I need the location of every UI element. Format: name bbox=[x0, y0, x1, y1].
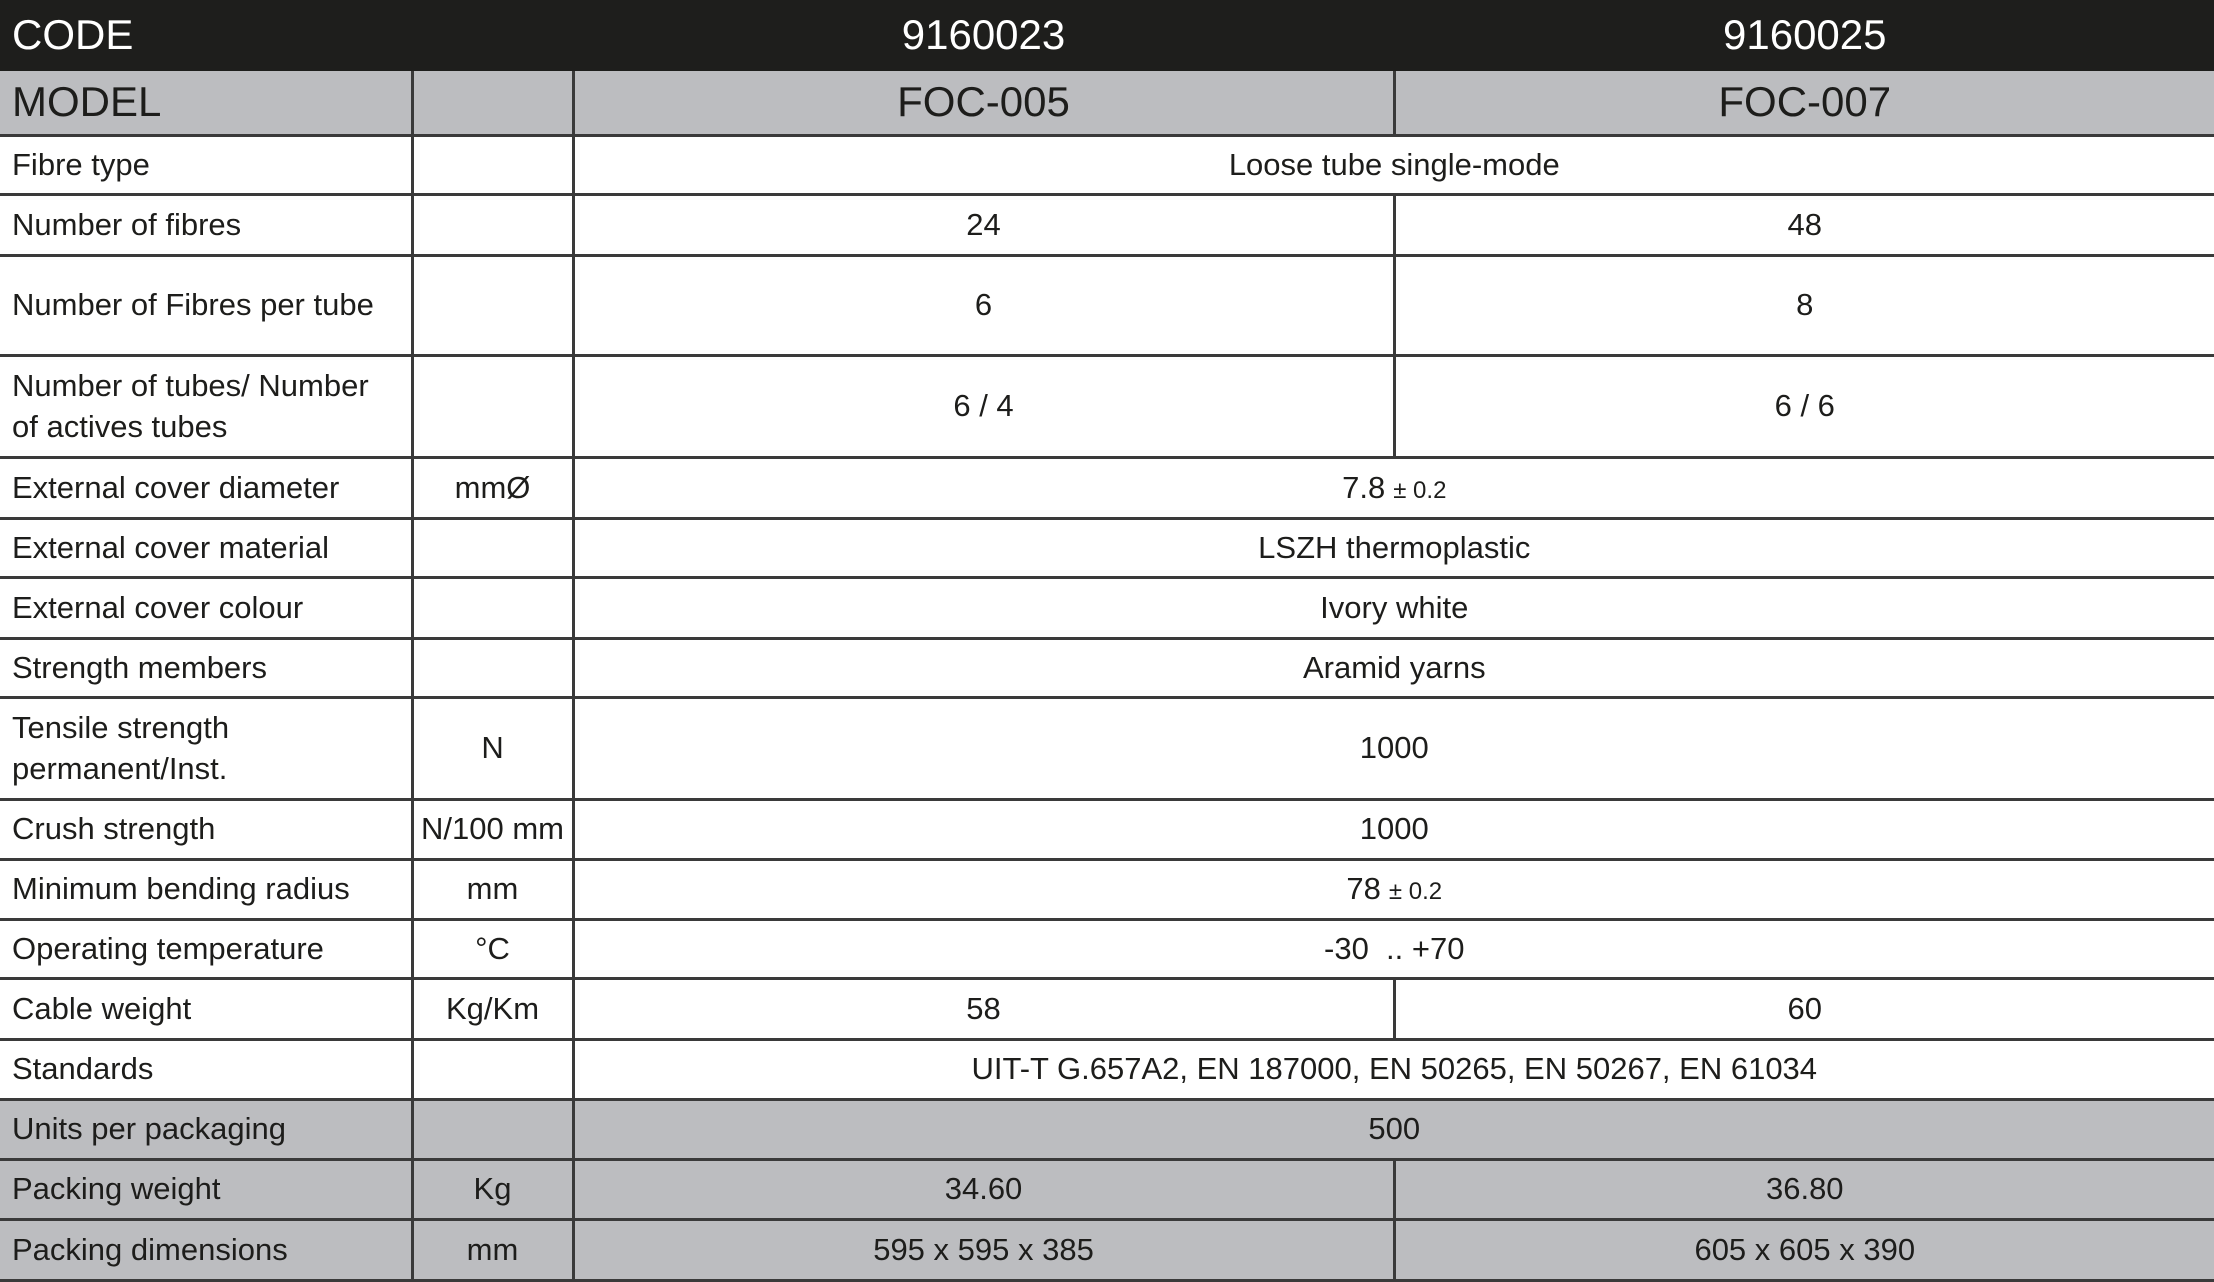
value-cell: 6 / 4 bbox=[571, 354, 1396, 459]
model-label: MODEL bbox=[0, 68, 414, 137]
value-cell: 6 bbox=[571, 254, 1396, 357]
value-cell: Aramid yarns bbox=[571, 637, 2214, 699]
row-label: Tensile strength permanent/Inst. bbox=[0, 696, 414, 801]
value-cell: Ivory white bbox=[571, 576, 2214, 640]
table-row: Packing weight Kg 34.60 36.80 bbox=[0, 1158, 2214, 1221]
value-cell: Loose tube single-mode bbox=[571, 134, 2214, 196]
row-label: Number of Fibres per tube bbox=[0, 254, 414, 357]
unit-cell: Kg/Km bbox=[410, 977, 575, 1041]
unit-cell bbox=[410, 254, 575, 357]
unit-cell bbox=[410, 637, 575, 699]
value-cell: 1000 bbox=[571, 798, 2214, 861]
table-row: Units per packaging 500 bbox=[0, 1098, 2214, 1161]
value-cell: 500 bbox=[571, 1098, 2214, 1161]
row-label: Units per packaging bbox=[0, 1098, 414, 1161]
value-text: 7.8 bbox=[1342, 469, 1386, 505]
row-label: Number of tubes/ Number of actives tubes bbox=[0, 354, 414, 459]
value-cell: 7.8 ± 0.2 bbox=[571, 456, 2214, 520]
unit-cell bbox=[410, 517, 575, 579]
unit-cell: N/100 mm bbox=[410, 798, 575, 861]
table-row: Number of tubes/ Number of actives tubes… bbox=[0, 354, 2214, 459]
row-label: External cover diameter bbox=[0, 456, 414, 520]
value-cell: 60 bbox=[1392, 977, 2214, 1041]
table-row: Number of fibres 24 48 bbox=[0, 193, 2214, 257]
table-row: Operating temperature °C -30 .. +70 bbox=[0, 918, 2214, 980]
row-label: Crush strength bbox=[0, 798, 414, 861]
value-text: -30 .. +70 bbox=[1324, 930, 1465, 966]
table-row: Minimum bending radius mm 78 ± 0.2 bbox=[0, 858, 2214, 921]
value-cell: 78 ± 0.2 bbox=[571, 858, 2214, 921]
table-row: Crush strength N/100 mm 1000 bbox=[0, 798, 2214, 861]
unit-cell: °C bbox=[410, 918, 575, 980]
unit-cell bbox=[410, 1038, 575, 1101]
code-label: CODE bbox=[0, 0, 575, 71]
unit-cell bbox=[410, 1098, 575, 1161]
tolerance-text: ± 0.2 bbox=[1388, 878, 1443, 906]
value-cell: 36.80 bbox=[1392, 1158, 2214, 1221]
value-cell: 1000 bbox=[571, 696, 2214, 801]
model-cell: FOC-005 bbox=[571, 68, 1396, 137]
model-cell: FOC-007 bbox=[1392, 68, 2214, 137]
tolerance-text: ± 0.2 bbox=[1393, 476, 1447, 504]
row-label: Cable weight bbox=[0, 977, 414, 1041]
value-cell: -30 .. +70 bbox=[571, 918, 2214, 980]
table-row: Packing dimensions mm 595 x 595 x 385 605 x… bbox=[0, 1218, 2214, 1282]
unit-cell: N bbox=[410, 696, 575, 801]
unit-cell bbox=[410, 576, 575, 640]
table-row: Cable weight Kg/Km 58 60 bbox=[0, 977, 2214, 1041]
value-text: 1000 bbox=[1359, 811, 1429, 847]
unit-cell: Kg bbox=[410, 1158, 575, 1221]
table-row: External cover diameter mmØ 7.8 ± 0.2 bbox=[0, 456, 2214, 520]
value-cell: LSZH thermoplastic bbox=[571, 517, 2214, 579]
value-cell: 48 bbox=[1392, 193, 2214, 257]
code-row: CODE 9160023 9160025 bbox=[0, 0, 2214, 71]
unit-cell bbox=[410, 68, 575, 137]
value-text: Ivory white bbox=[1320, 589, 1469, 625]
row-label: Operating temperature bbox=[0, 918, 414, 980]
unit-cell bbox=[410, 134, 575, 196]
code-cell: 9160023 bbox=[571, 0, 1396, 71]
table-row: External cover material LSZH thermoplasti… bbox=[0, 517, 2214, 579]
unit-cell: mmØ bbox=[410, 456, 575, 520]
code-cell: 9160025 bbox=[1392, 0, 2214, 71]
value-cell: 595 x 595 x 385 bbox=[571, 1218, 1396, 1282]
unit-cell: mm bbox=[410, 858, 575, 921]
unit-cell: mm bbox=[410, 1218, 575, 1282]
table-row: External cover colour Ivory white bbox=[0, 576, 2214, 640]
value-cell: UIT-T G.657A2, EN 187000, EN 50265, EN 5… bbox=[571, 1038, 2214, 1101]
value-cell: 34.60 bbox=[571, 1158, 1396, 1221]
model-row: MODEL FOC-005 FOC-007 bbox=[0, 68, 2214, 137]
table-row: Number of Fibres per tube 6 8 bbox=[0, 254, 2214, 357]
row-label: Number of fibres bbox=[0, 193, 414, 257]
table-row: Fibre type Loose tube single-mode bbox=[0, 134, 2214, 196]
value-text: Loose tube single-mode bbox=[1228, 146, 1560, 182]
row-label: External cover colour bbox=[0, 576, 414, 640]
unit-cell bbox=[410, 193, 575, 257]
value-cell: 8 bbox=[1392, 254, 2214, 357]
unit-cell bbox=[410, 354, 575, 459]
row-label: Standards bbox=[0, 1038, 414, 1101]
value-cell: 6 / 6 bbox=[1392, 354, 2214, 459]
value-text: 500 bbox=[1368, 1111, 1421, 1147]
value-cell: 605 x 605 x 390 bbox=[1392, 1218, 2214, 1282]
value-cell: 58 bbox=[571, 977, 1396, 1041]
row-label: Fibre type bbox=[0, 134, 414, 196]
value-cell: 24 bbox=[571, 193, 1396, 257]
table-row: Standards UIT-T G.657A2, EN 187000, EN 50… bbox=[0, 1038, 2214, 1101]
value-text: LSZH thermoplastic bbox=[1258, 529, 1531, 565]
value-text: UIT-T G.657A2, EN 187000, EN 50265, EN 5… bbox=[971, 1051, 1818, 1087]
row-label: External cover material bbox=[0, 517, 414, 579]
row-label: Packing weight bbox=[0, 1158, 414, 1221]
value-text: 78 bbox=[1346, 871, 1381, 907]
table-row: Strength members Aramid yarns bbox=[0, 637, 2214, 699]
value-text: Aramid yarns bbox=[1302, 649, 1486, 685]
table-row: Tensile strength permanent/Inst. N 1000 bbox=[0, 696, 2214, 801]
value-text: 1000 bbox=[1359, 730, 1429, 766]
row-label: Strength members bbox=[0, 637, 414, 699]
row-label: Minimum bending radius bbox=[0, 858, 414, 921]
row-label: Packing dimensions bbox=[0, 1218, 414, 1282]
